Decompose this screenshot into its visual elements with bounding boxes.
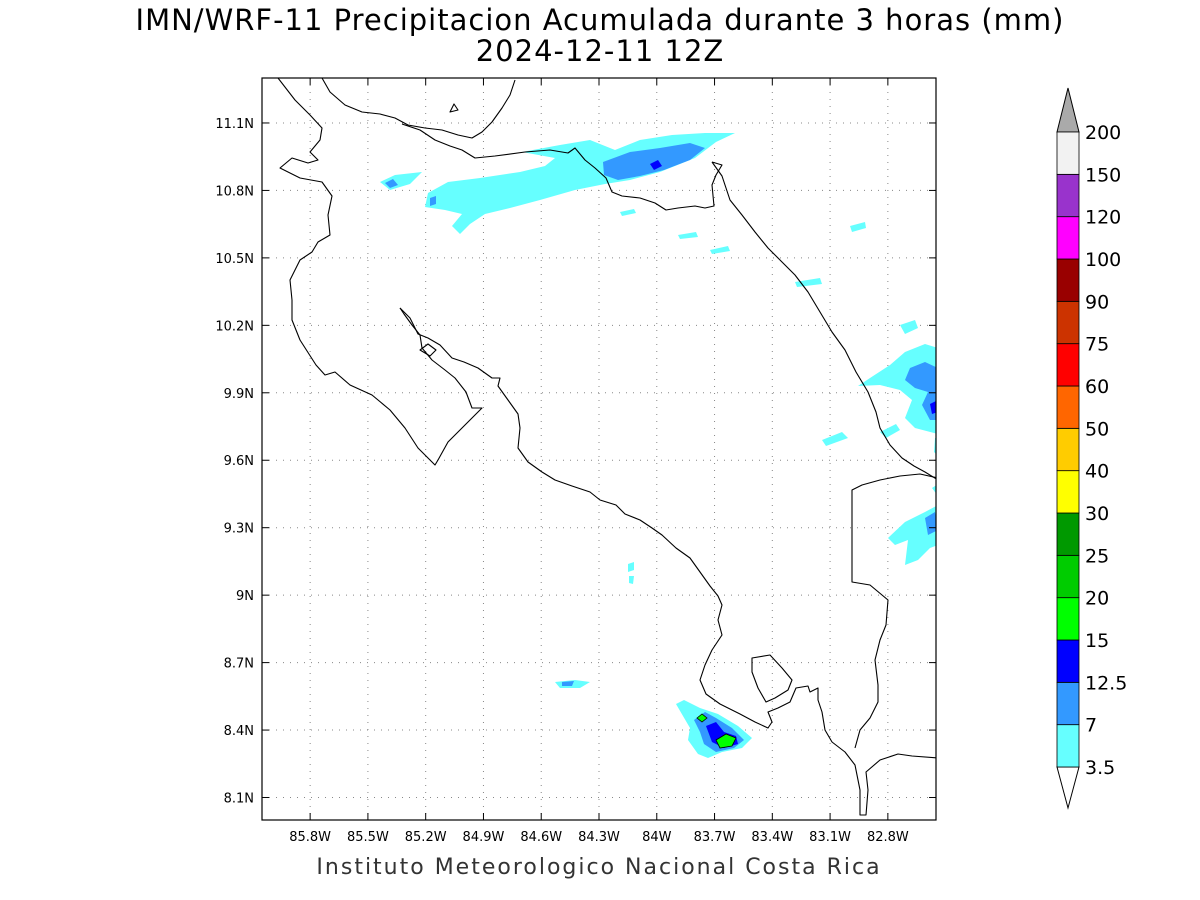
panama-border <box>851 473 936 749</box>
colorbar-label: 50 <box>1085 418 1109 440</box>
lat-tick-label: 10.5N <box>215 252 254 267</box>
longitude-axis: 85.8W 85.5W 85.2W 84.9W 84.6W 84.3W 84W 83.7W 83… <box>289 78 909 845</box>
colorbar-label: 7 <box>1085 715 1097 737</box>
gulf-island <box>419 343 437 357</box>
nicaragua-lake-shore <box>321 78 516 139</box>
colorbar-label: 25 <box>1085 545 1109 567</box>
colorbar-swatch <box>1056 724 1080 768</box>
lat-tick-label: 8.7N <box>224 657 254 672</box>
lon-tick-label: 84.3W <box>578 830 620 845</box>
colorbar-swatch <box>1056 173 1080 218</box>
colorbar-label: 12.5 <box>1085 672 1127 694</box>
nicaragua-border <box>277 78 483 466</box>
map-title: IMN/WRF-11 Precipitacion Acumulada duran… <box>135 3 1065 37</box>
colorbar-swatch <box>1056 258 1080 302</box>
lat-tick-label: 8.4N <box>224 724 254 739</box>
colorbar-label: 90 <box>1085 291 1109 313</box>
caribbean-coast <box>711 161 936 480</box>
lake-island <box>449 103 459 113</box>
colorbar-label: 20 <box>1085 588 1109 610</box>
lat-tick-label: 9.9N <box>224 387 254 402</box>
colorbar-swatch <box>1056 681 1080 726</box>
colorbar-label: 120 <box>1085 207 1121 229</box>
colorbar-label: 30 <box>1085 503 1109 525</box>
lat-tick-label: 11.1N <box>215 117 254 132</box>
colorbar-swatch <box>1056 131 1080 175</box>
colorbar-swatch <box>1056 385 1080 429</box>
colorbar-swatch <box>1056 639 1080 683</box>
map-gridlines <box>262 78 936 820</box>
latitude-axis: 11.1N 10.8N 10.5N 10.2N 9.9N 9.6N 9.3N 9N 8.7N 8.… <box>215 117 936 807</box>
lon-tick-label: 84.6W <box>520 830 562 845</box>
lon-tick-label: 84W <box>642 830 672 845</box>
precipitation-fields <box>380 133 936 758</box>
north-border <box>401 123 723 211</box>
colorbar-swatch <box>1056 300 1080 345</box>
colorbar-label: 60 <box>1085 376 1109 398</box>
colorbar-label: 15 <box>1085 630 1109 652</box>
precip-area-caribbean-south <box>888 506 936 565</box>
colorbar-min-arrow <box>1056 766 1080 810</box>
precip-area-84-4w <box>555 562 634 688</box>
colorbar-swatch <box>1056 470 1080 514</box>
colorbar-swatch <box>1056 343 1080 387</box>
lat-tick-label: 10.8N <box>215 184 254 199</box>
colorbar-label: 40 <box>1085 461 1109 483</box>
colorbar-swatch <box>1056 554 1080 599</box>
colorbar-label: 150 <box>1085 164 1121 186</box>
pacific-coast <box>399 307 936 816</box>
lon-tick-label: 83.4W <box>751 830 793 845</box>
credit-text: Instituto Meteorologico Nacional Costa R… <box>316 855 882 880</box>
colorbar-label: 200 <box>1085 122 1121 144</box>
colorbar-max-arrow <box>1056 87 1080 133</box>
lat-tick-label: 10.2N <box>215 319 254 334</box>
colorbar-swatch <box>1056 216 1080 260</box>
lon-tick-label: 83.7W <box>694 830 736 845</box>
lon-tick-label: 84.9W <box>463 830 505 845</box>
colorbar-swatch <box>1056 597 1080 641</box>
lat-tick-label: 9N <box>236 589 254 604</box>
colorbar-label: 3.5 <box>1085 757 1115 779</box>
colorbar-label: 75 <box>1085 334 1109 356</box>
lon-tick-label: 85.5W <box>347 830 389 845</box>
precip-area-north-border <box>380 133 735 254</box>
colorbar: 3.5 7 12.5 15 20 25 30 40 50 60 75 90 100 120 150 200 <box>1056 87 1127 810</box>
lat-tick-label: 8.1N <box>224 792 254 807</box>
lon-tick-label: 85.2W <box>405 830 447 845</box>
colorbar-label: 100 <box>1085 249 1121 271</box>
precip-area-caribbean-north <box>795 222 936 494</box>
golfo-dulce-shore <box>751 654 793 703</box>
precip-area-osa <box>676 700 752 758</box>
lat-tick-label: 9.3N <box>224 522 254 537</box>
lon-tick-label: 85.8W <box>289 830 331 845</box>
lat-tick-label: 9.6N <box>224 454 254 469</box>
coastlines <box>277 78 936 816</box>
colorbar-swatch <box>1056 427 1080 472</box>
map-subtitle: 2024-12-11 12Z <box>475 34 725 68</box>
colorbar-swatch <box>1056 512 1080 556</box>
lon-tick-label: 83.1W <box>809 830 851 845</box>
lon-tick-label: 82.8W <box>867 830 909 845</box>
